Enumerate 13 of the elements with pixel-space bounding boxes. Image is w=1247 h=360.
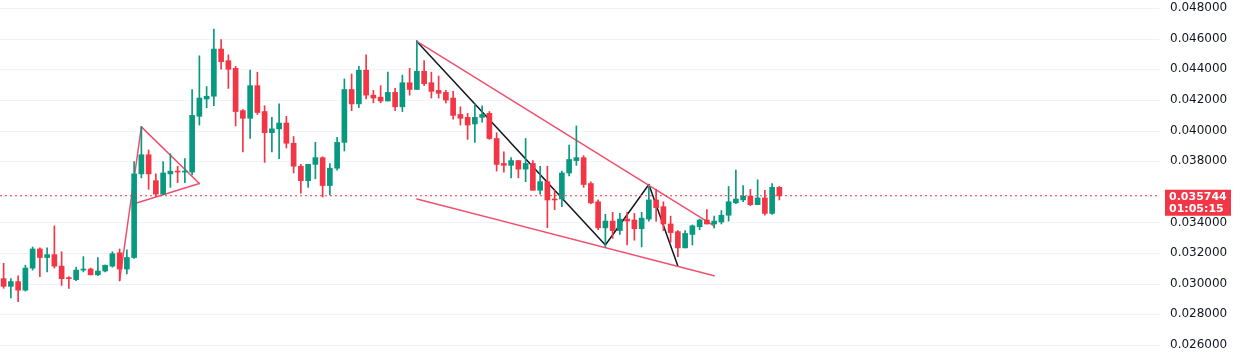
text: 01:05:15 [1169, 201, 1224, 215]
y-tick-label: 0.040000 [1170, 122, 1228, 137]
y-tick-label: 0.030000 [1170, 275, 1228, 290]
y-tick-label: 0.046000 [1170, 30, 1228, 45]
y-tick-label: 0.034000 [1170, 214, 1228, 229]
y-tick-label: 0.028000 [1170, 306, 1228, 321]
y-tick-label: 0.038000 [1170, 153, 1228, 168]
y-tick-label: 0.026000 [1170, 337, 1228, 352]
y-tick-label: 0.048000 [1170, 0, 1228, 15]
y-tick-label: 0.032000 [1170, 245, 1228, 260]
ref-line-label: 0.035744 [1169, 189, 1228, 203]
y-tick-label: 0.042000 [1170, 92, 1228, 107]
y-tick-label: 0.044000 [1170, 61, 1228, 76]
